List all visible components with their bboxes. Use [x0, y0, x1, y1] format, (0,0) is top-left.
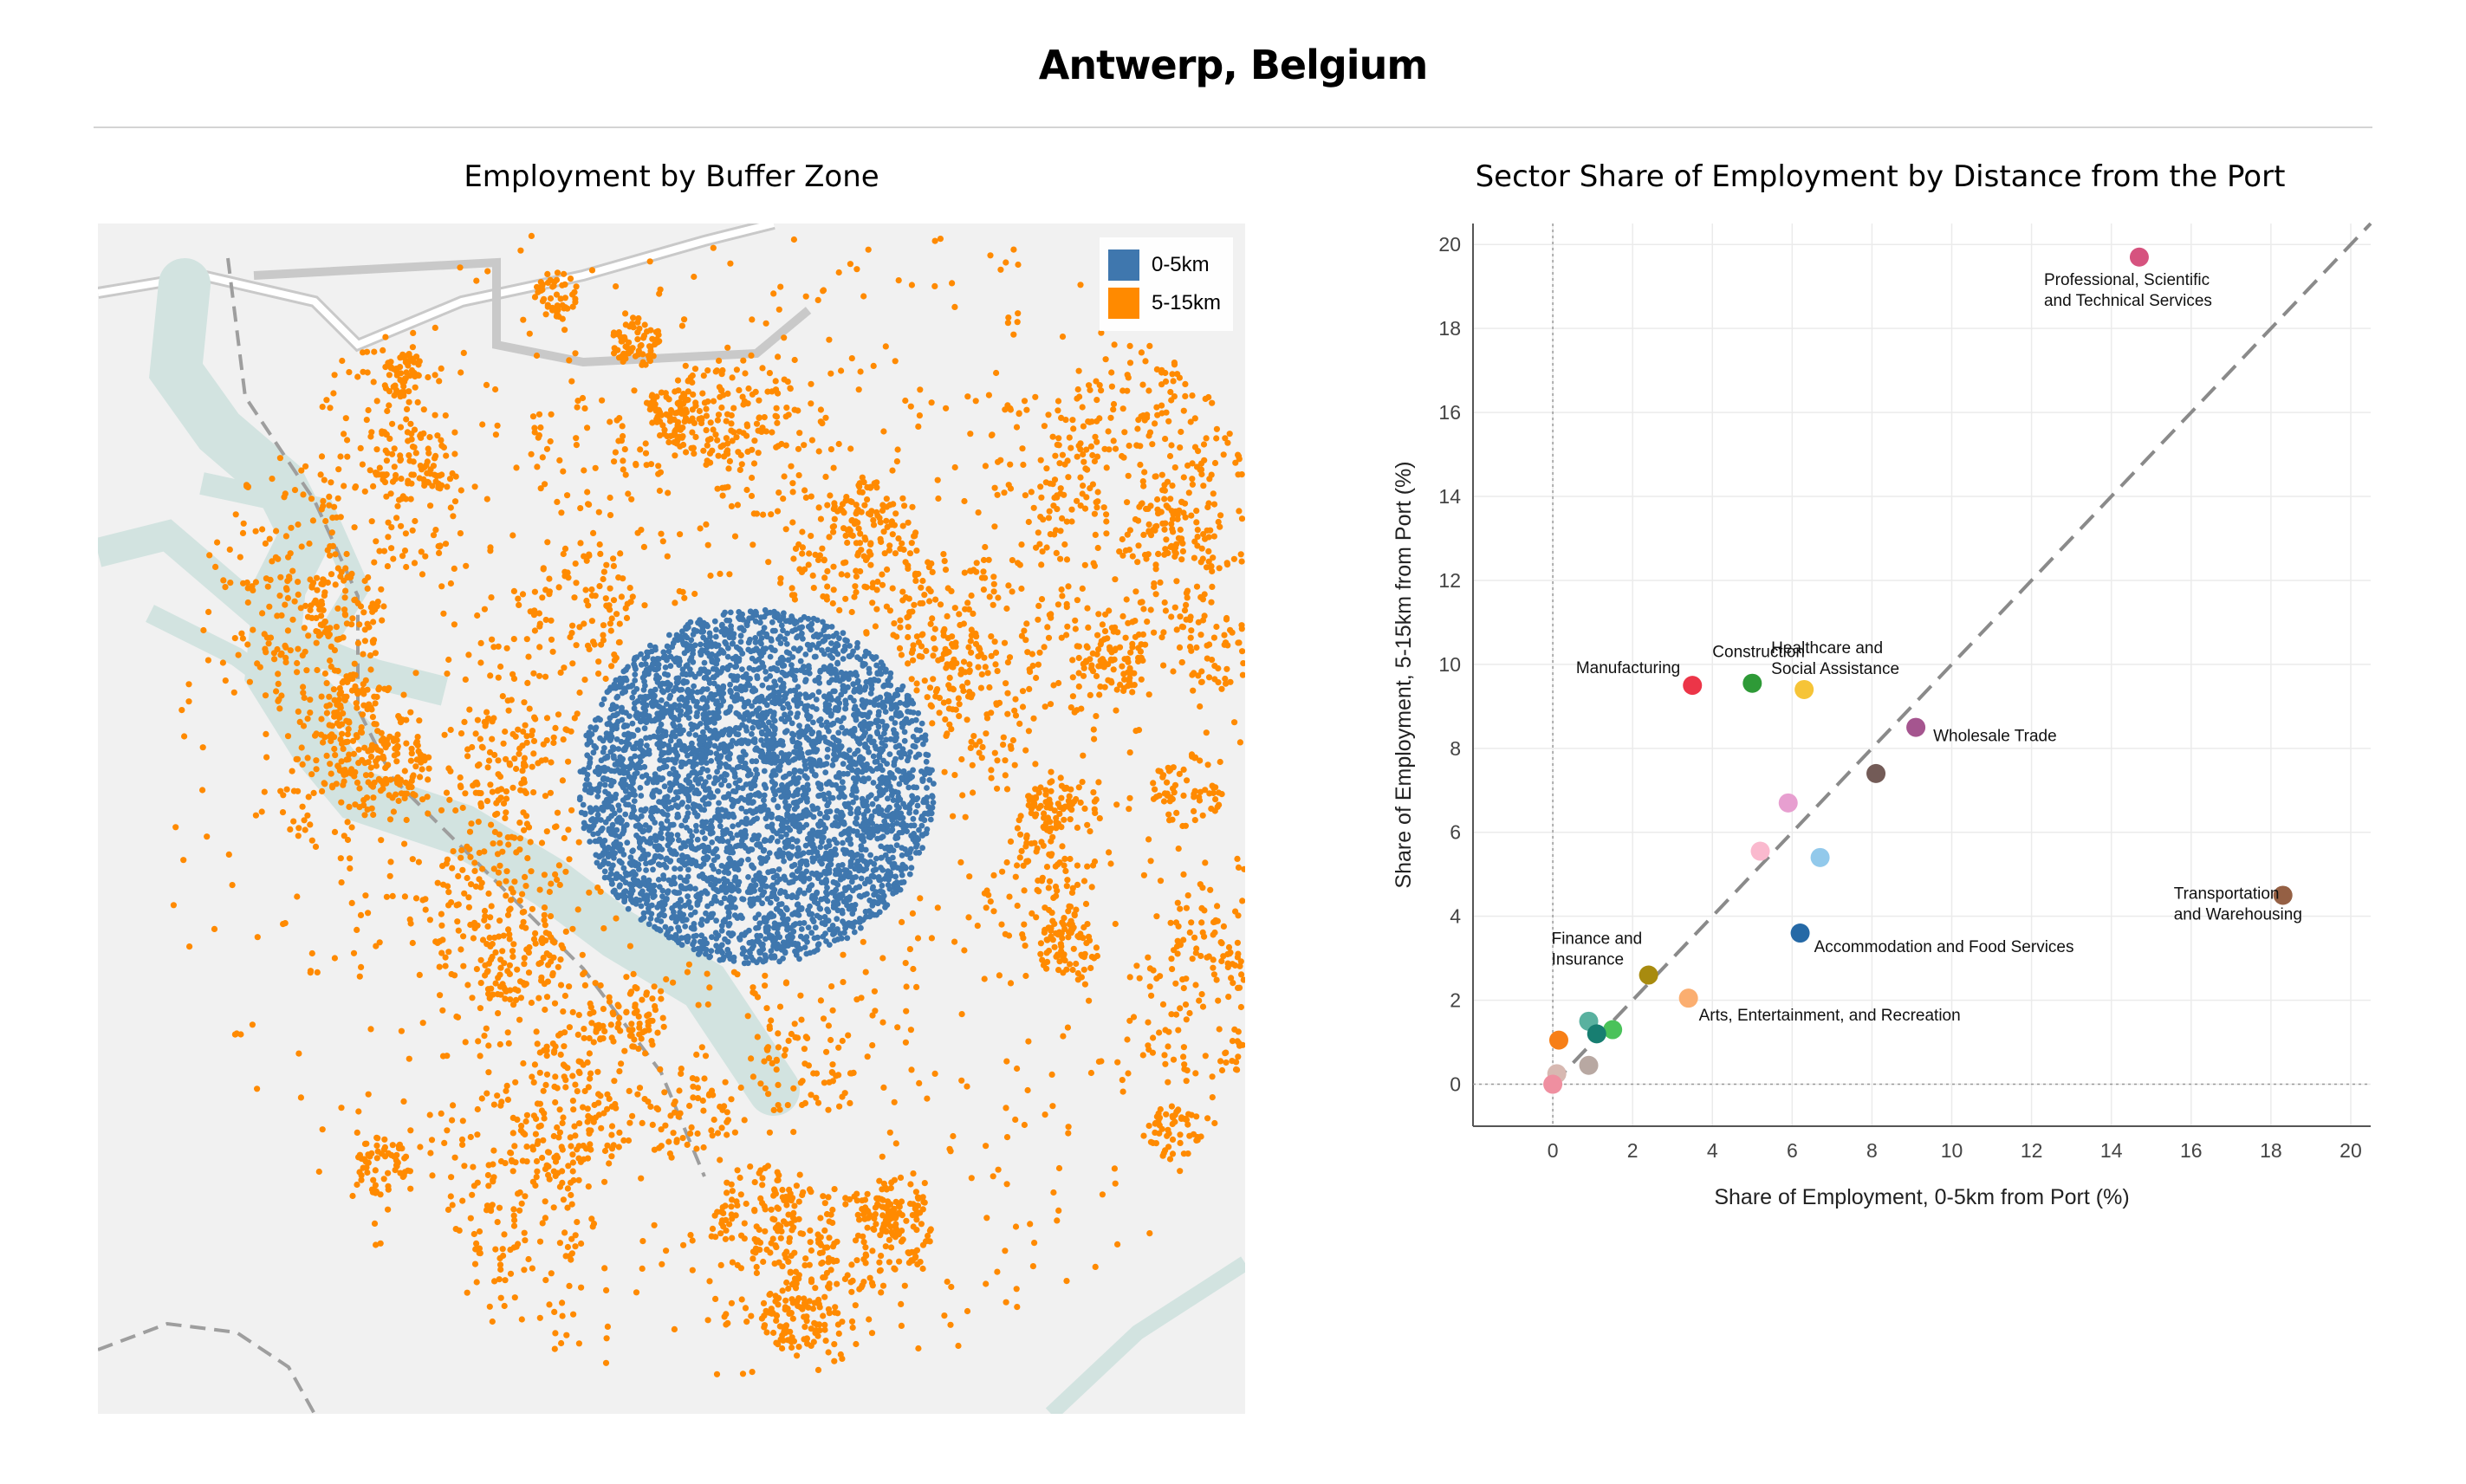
- point-label: Wholesale Trade: [1933, 728, 2057, 746]
- scatter-point[interactable]: [1790, 923, 1810, 943]
- legend-label-5-15km: 5-15km: [1151, 291, 1221, 314]
- x-tick-label: 2: [1627, 1139, 1639, 1162]
- page-title: Antwerp, Belgium: [1038, 42, 1429, 88]
- x-tick-label: 10: [1941, 1139, 1963, 1162]
- x-tick-label: 20: [2339, 1139, 2362, 1162]
- scatter-point[interactable]: [1587, 1024, 1606, 1044]
- scatter-point[interactable]: [1548, 1030, 1568, 1050]
- point-label: Construction: [1712, 644, 1805, 662]
- zero-reference-lines: [1473, 224, 2371, 1126]
- map-basemap: [98, 224, 1245, 1414]
- map-title: Employment by Buffer Zone: [464, 159, 879, 194]
- scatter-points: [1543, 247, 2293, 1094]
- scatter-point[interactable]: [1742, 673, 1762, 693]
- x-tick-label: 4: [1707, 1139, 1718, 1162]
- point-label: Finance and Insurance: [1552, 930, 1643, 969]
- map-legend: 0-5km 5-15km: [1099, 237, 1233, 331]
- x-tick-label: 18: [2260, 1139, 2282, 1162]
- scatter-point[interactable]: [1603, 1020, 1623, 1040]
- y-tick-label: 16: [1438, 401, 1461, 424]
- y-tick-label: 12: [1438, 569, 1461, 592]
- scatter-point[interactable]: [2273, 885, 2293, 905]
- y-tick-label: 4: [1450, 905, 1461, 928]
- point-label: Transportation and Warehousing: [2174, 885, 2302, 923]
- legend-item-0-5km: 0-5km: [1107, 246, 1221, 284]
- y-tick-label: 20: [1438, 233, 1461, 256]
- grid-lines: [1473, 224, 2371, 1126]
- x-tick-label: 8: [1866, 1139, 1878, 1162]
- point-labels: Professional, Scientific and Technical Se…: [1552, 271, 2302, 1025]
- map-canvas: [98, 224, 1245, 1414]
- axis-ticks: 0 2 4 6 8 10 12 14 16 18 20 0 2 4 6 8 10 12 14 16 18 20: [1438, 233, 2361, 1162]
- point-label: Accommodation and Food Services: [1814, 938, 2074, 956]
- y-tick-label: 10: [1438, 653, 1461, 676]
- y-axis-label: Share of Employment, 5-15km from Port (%…: [1392, 461, 1416, 888]
- scatter-point[interactable]: [1778, 793, 1798, 813]
- point-label: Healthcare and Social Assistance: [1771, 639, 1899, 678]
- point-label: Manufacturing: [1576, 659, 1680, 677]
- y-tick-label: 14: [1438, 485, 1461, 508]
- legend-item-5-15km: 5-15km: [1107, 284, 1221, 322]
- scatter-point[interactable]: [1810, 847, 1830, 867]
- scatter-point[interactable]: [1683, 676, 1703, 696]
- legend-swatch-0-5km: [1107, 249, 1139, 281]
- legend-label-0-5km: 0-5km: [1151, 253, 1210, 276]
- employment-0-5km-points: [576, 606, 937, 967]
- title-divider: [94, 126, 2372, 128]
- scatter-point[interactable]: [1543, 1074, 1563, 1094]
- point-label: Arts, Entertainment, and Recreation: [1699, 1007, 1961, 1025]
- sector-scatter-chart[interactable]: 0 2 4 6 8 10 12 14 16 18 20 0 2 4 6 8 10 12 14 16 18 20 Profe…: [1386, 217, 2391, 1239]
- x-tick-label: 14: [2100, 1139, 2123, 1162]
- employment-5-15km-points: [170, 232, 1245, 1377]
- x-tick-label: 12: [2021, 1139, 2043, 1162]
- legend-swatch-5-15km: [1107, 288, 1139, 319]
- x-tick-label: 16: [2180, 1139, 2203, 1162]
- buffer-zone-map[interactable]: 0-5km 5-15km: [98, 224, 1245, 1414]
- y-tick-label: 18: [1438, 317, 1461, 340]
- point-label: Professional, Scientific and Technical Se…: [2044, 271, 2212, 310]
- scatter-title: Sector Share of Employment by Distance f…: [1475, 159, 2286, 194]
- x-tick-label: 6: [1787, 1139, 1798, 1162]
- y-tick-label: 2: [1450, 989, 1461, 1012]
- x-tick-label: 0: [1548, 1139, 1559, 1162]
- x-axis-label: Share of Employment, 0-5km from Port (%): [1714, 1185, 2129, 1209]
- scatter-point[interactable]: [1866, 763, 1886, 783]
- scatter-point[interactable]: [1906, 717, 1926, 737]
- scatter-point[interactable]: [1579, 1055, 1599, 1075]
- scatter-point[interactable]: [1639, 965, 1658, 985]
- equal-share-reference-line: [1551, 222, 2372, 1085]
- y-tick-label: 0: [1450, 1073, 1461, 1096]
- scatter-point[interactable]: [1794, 679, 1814, 699]
- y-tick-label: 6: [1450, 821, 1461, 844]
- scatter-point[interactable]: [2129, 247, 2149, 267]
- scatter-point[interactable]: [1678, 988, 1698, 1008]
- scatter-point[interactable]: [1750, 841, 1770, 861]
- y-tick-label: 8: [1450, 737, 1461, 760]
